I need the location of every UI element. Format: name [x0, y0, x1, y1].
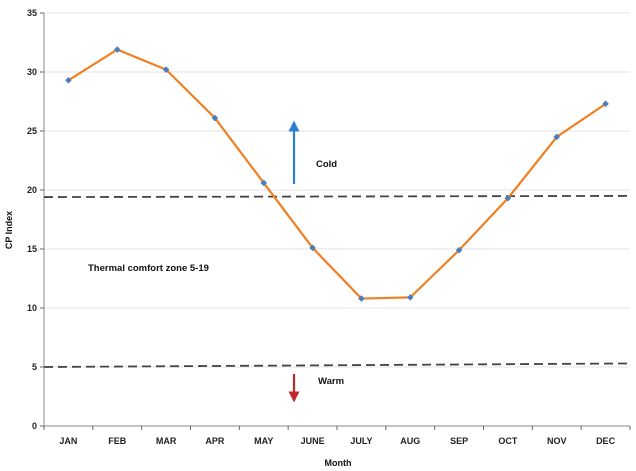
data-point [358, 295, 365, 302]
y-tick-label: 35 [27, 8, 37, 18]
data-point [113, 46, 121, 53]
warm-label: Warm [318, 376, 344, 387]
x-tick-label: FEB [108, 436, 127, 446]
reference-line [43, 194, 631, 198]
y-tick-label: 0 [32, 421, 37, 431]
y-tick-label: 5 [32, 362, 37, 372]
x-tick-label: MAY [254, 436, 273, 446]
x-axis-title: Month [325, 458, 352, 468]
data-point [211, 114, 219, 122]
x-tick-label: JUNE [301, 436, 325, 446]
x-tick-label: NOV [547, 436, 567, 446]
grid-lines [44, 12, 630, 368]
y-tick-label: 25 [27, 126, 37, 136]
y-tick-label: 30 [27, 67, 37, 77]
x-tick-label: DEC [596, 436, 616, 446]
y-axis-title: CP Index [4, 211, 14, 249]
y-tick-label: 10 [27, 303, 37, 313]
data-point [602, 100, 609, 108]
data-point [455, 246, 463, 254]
x-tick-label: SEP [450, 436, 468, 446]
data-point [504, 194, 512, 202]
series [65, 46, 609, 302]
comfort-zone-label: Thermal comfort zone 5-19 [88, 263, 209, 274]
reference-lines [43, 194, 631, 368]
x-tick-label: APR [205, 436, 225, 446]
data-point [260, 179, 268, 187]
cold-label: Cold [316, 159, 337, 170]
y-tick-label: 15 [27, 244, 37, 254]
data-point [553, 133, 561, 141]
series-line [67, 48, 607, 300]
y-tick-label: 20 [27, 185, 37, 195]
x-tick-label: JAN [59, 436, 77, 446]
data-point [65, 76, 72, 84]
reference-line [43, 362, 631, 368]
axes: 0 5 10 15 20 25 30 35 JAN FEB MAR APR MAY JUNE JULY AUG… [27, 8, 631, 446]
data-point [406, 294, 414, 301]
data-point [309, 244, 316, 252]
x-tick-label: MAR [156, 436, 177, 446]
x-tick-label: OCT [498, 436, 518, 446]
data-point [162, 66, 170, 73]
x-tick-label: JULY [350, 436, 372, 446]
annotations: Cold Warm Thermal comfort zone 5-19 [88, 120, 344, 403]
x-tick-label: AUG [400, 436, 420, 446]
